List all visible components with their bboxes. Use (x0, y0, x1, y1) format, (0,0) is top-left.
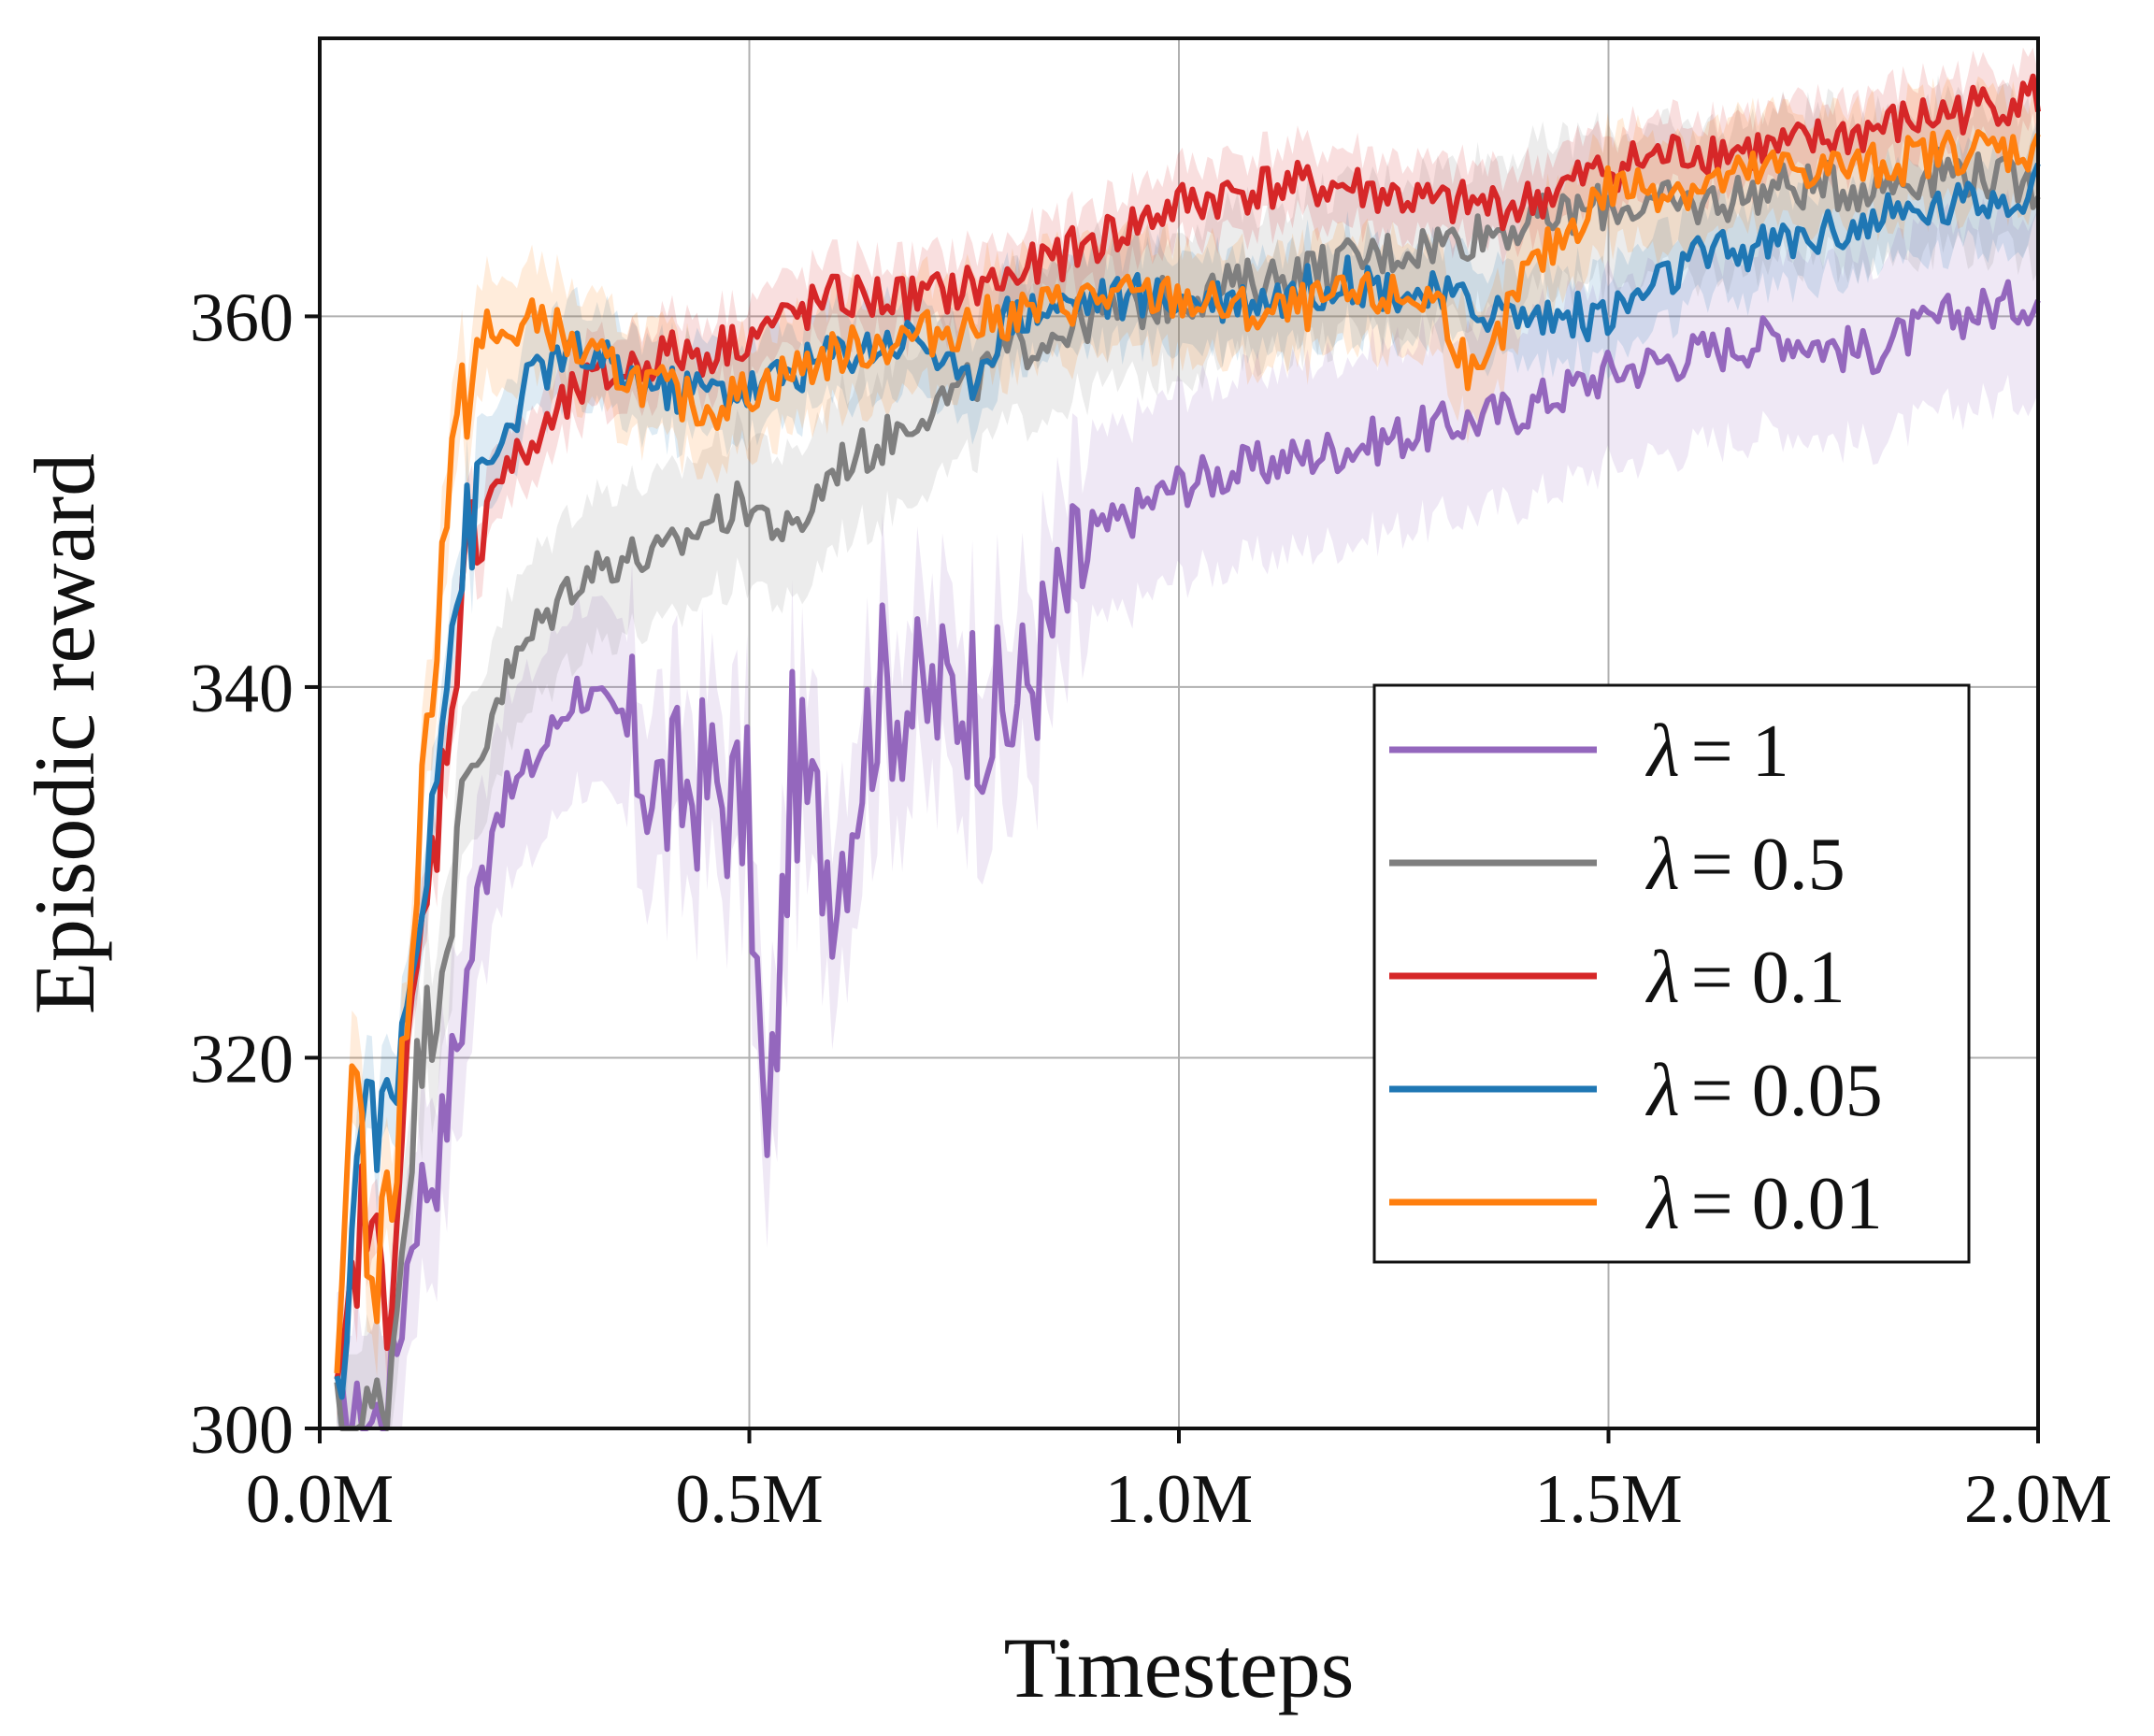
legend-symbol: λ (1645, 710, 1680, 793)
x-axis-title: Timesteps (1004, 1620, 1355, 1715)
x-tick-label: 1.0M (1105, 1461, 1253, 1538)
legend-value: = 0.1 (1691, 937, 1845, 1019)
legend-label: λ = 0.1 (1645, 937, 1845, 1019)
series-band (337, 76, 2038, 1429)
series-lines (334, 73, 2041, 1431)
legend-label: λ = 1 (1645, 710, 1789, 793)
series-band (337, 189, 2038, 1428)
legend-label: λ = 0.01 (1645, 1163, 1883, 1245)
series-line (334, 146, 2041, 1431)
legend-value: = 0.05 (1691, 1050, 1883, 1132)
legend-label: λ = 0.05 (1645, 1050, 1883, 1132)
series-line (334, 129, 2041, 1374)
y-tick-label: 360 (190, 280, 294, 356)
confidence-bands (337, 47, 2038, 1429)
legend-value: = 0.5 (1691, 824, 1845, 906)
legend-symbol: λ (1645, 937, 1680, 1019)
y-tick-label: 340 (190, 651, 294, 727)
legend-value: = 1 (1691, 710, 1789, 793)
x-axis-ticks: 0.0M 0.5M 1.0M 1.5M 2.0M (246, 1428, 2112, 1538)
y-axis-ticks: 300 320 340 360 (190, 280, 320, 1469)
series-band (337, 117, 2038, 1429)
legend-symbol: λ (1645, 824, 1680, 906)
y-tick-label: 300 (190, 1392, 294, 1469)
series-line (335, 279, 2041, 1431)
legend-value: = 0.01 (1691, 1163, 1883, 1245)
legend-label: λ = 0.5 (1645, 824, 1845, 906)
series-band (337, 75, 2038, 1428)
x-tick-label: 2.0M (1964, 1461, 2112, 1538)
x-tick-label: 1.5M (1534, 1461, 1682, 1538)
x-tick-label: 0.5M (675, 1461, 823, 1538)
x-tick-label: 0.0M (246, 1461, 394, 1538)
legend: λ = 1λ = 0.5λ = 0.1λ = 0.05λ = 0.01 (1372, 683, 1971, 1264)
y-tick-label: 320 (190, 1021, 294, 1098)
y-axis-title: Episodic reward (17, 453, 112, 1014)
legend-symbol: λ (1645, 1050, 1680, 1132)
legend-symbol: λ (1645, 1163, 1680, 1245)
